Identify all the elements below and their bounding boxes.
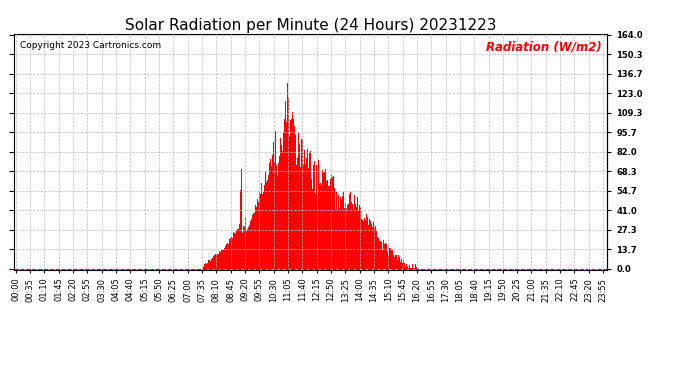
Title: Solar Radiation per Minute (24 Hours) 20231223: Solar Radiation per Minute (24 Hours) 20…	[125, 18, 496, 33]
Text: Copyright 2023 Cartronics.com: Copyright 2023 Cartronics.com	[20, 41, 161, 50]
Text: Radiation (W/m2): Radiation (W/m2)	[486, 41, 601, 54]
